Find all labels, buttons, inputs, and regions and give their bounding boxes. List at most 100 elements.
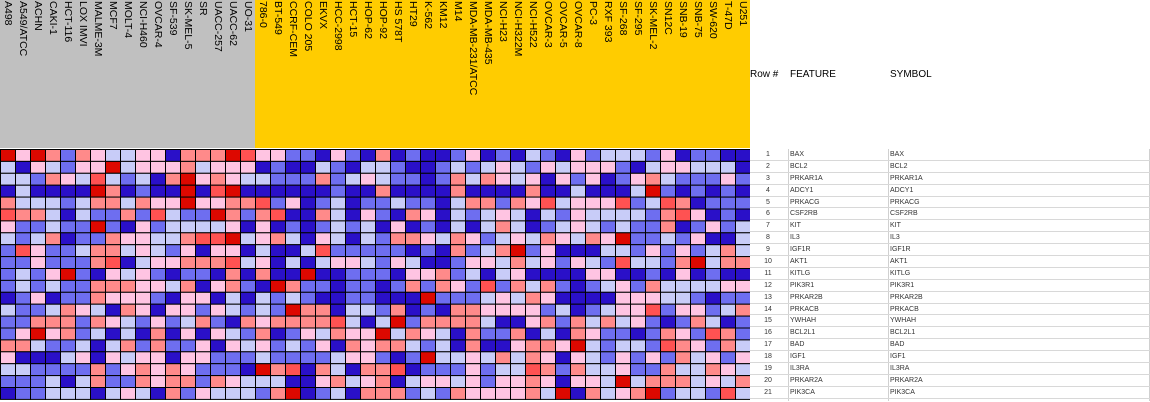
heatmap-cell <box>315 351 331 365</box>
heatmap-cell <box>360 268 376 281</box>
heatmap-cell <box>225 172 241 186</box>
feature-cell: YWHAH <box>790 317 817 325</box>
heatmap-cell <box>480 160 496 174</box>
heatmap-cell <box>375 375 391 389</box>
heatmap-cell <box>660 220 676 234</box>
heatmap-cell <box>210 196 226 210</box>
heatmap-cell <box>570 351 586 365</box>
heatmap-cell <box>90 291 106 305</box>
heatmap-cell <box>465 196 481 210</box>
heatmap-cell <box>210 208 226 222</box>
heatmap-cell <box>405 160 421 174</box>
heatmap-cell <box>735 208 750 222</box>
heatmap-cell <box>465 184 481 198</box>
heatmap-cell <box>540 375 556 389</box>
heatmap-cell <box>630 387 646 400</box>
heatmap-cell <box>105 184 121 198</box>
heatmap-cell <box>615 149 631 162</box>
heatmap-cell <box>525 279 541 293</box>
heatmap-cell <box>405 339 421 353</box>
heatmap-cell <box>705 363 721 377</box>
heatmap-cell <box>480 291 496 305</box>
table-row: 6 CSF2RB CSF2RB <box>750 208 1150 221</box>
feature-cell: KIT <box>790 222 801 230</box>
heatmap-cell <box>210 232 226 246</box>
heatmap-cell <box>660 184 676 198</box>
column-label: SW-620 <box>707 1 719 39</box>
heatmap-cell <box>615 327 631 341</box>
heatmap-cell <box>435 268 451 281</box>
heatmap-cell <box>285 387 301 400</box>
heatmap-cell <box>75 291 91 305</box>
symbol-cell: BAX <box>890 151 905 158</box>
heatmap-cell <box>120 303 136 317</box>
heatmap-cell <box>720 220 736 234</box>
heatmap-cell <box>165 351 181 365</box>
heatmap-cell <box>30 351 46 365</box>
heatmap-cell <box>135 279 151 293</box>
heatmap-cell <box>570 220 586 234</box>
heatmap-cell <box>540 149 556 162</box>
heatmap-cell <box>540 256 556 269</box>
heatmap-cell <box>705 220 721 234</box>
heatmap-cell <box>480 339 496 353</box>
heatmap-cell <box>105 291 121 305</box>
column-label: SF-539 <box>167 1 179 36</box>
heatmap-cell <box>30 184 46 198</box>
heatmap-cell <box>585 172 601 186</box>
heatmap-cell <box>315 279 331 293</box>
heatmap-cell <box>60 327 76 341</box>
heatmap-cell <box>375 363 391 377</box>
heatmap-cell <box>660 172 676 186</box>
heatmap-cell <box>150 375 166 389</box>
heatmap-cell <box>240 172 256 186</box>
row-number: 5 <box>766 198 770 206</box>
heatmap-cell <box>420 327 436 341</box>
symbol-cell: PIK3CA <box>890 388 915 396</box>
heatmap-cell <box>270 184 286 198</box>
heatmap-cell <box>630 268 646 281</box>
heatmap-cell <box>270 387 286 400</box>
heatmap-cell <box>195 196 211 210</box>
column-label: UACC-62 <box>227 1 239 46</box>
heatmap-cell <box>555 387 571 400</box>
heatmap-cell <box>270 220 286 234</box>
heatmap-cell <box>555 363 571 377</box>
heatmap-cell <box>300 279 316 293</box>
heatmap-cell <box>690 291 706 305</box>
heatmap-cell <box>540 339 556 353</box>
heatmap-cell <box>225 351 241 365</box>
heatmap-cell <box>30 303 46 317</box>
heatmap-cell <box>540 208 556 222</box>
heatmap-cell <box>450 184 466 198</box>
heatmap-cell <box>360 149 376 162</box>
heatmap-cell <box>195 363 211 377</box>
heatmap-cell <box>90 315 106 329</box>
heatmap-cell <box>720 256 736 269</box>
heatmap-cell <box>360 315 376 329</box>
heatmap-cell <box>225 208 241 222</box>
heatmap-cell <box>450 291 466 305</box>
heatmap-cell <box>105 363 121 377</box>
row-number: 16 <box>764 329 772 337</box>
heatmap-cell <box>105 220 121 234</box>
heatmap-cell <box>660 351 676 365</box>
heatmap-cell <box>675 339 691 353</box>
heatmap-cell <box>360 244 376 258</box>
heatmap-cell <box>390 303 406 317</box>
feature-table: 1 BAX BAX 2 BCL2 BCL2 3 PRKAR1A PRKAR1A 4 ADCY1 ADC… <box>750 149 1150 399</box>
heatmap-cell <box>240 375 256 389</box>
heatmap-cell <box>210 184 226 198</box>
column-label: HS 578T <box>392 1 404 43</box>
heatmap-cell <box>300 268 316 281</box>
heatmap-cell <box>630 375 646 389</box>
heatmap-cell <box>330 268 346 281</box>
heatmap-cell <box>585 244 601 258</box>
heatmap-cell <box>300 184 316 198</box>
heatmap-cell <box>90 303 106 317</box>
heatmap-cell <box>615 387 631 400</box>
heatmap-cell <box>360 184 376 198</box>
heatmap-cell <box>570 256 586 269</box>
column-label: BT-549 <box>272 1 284 35</box>
table-row: 3 PRKAR1A PRKAR1A <box>750 173 1150 185</box>
